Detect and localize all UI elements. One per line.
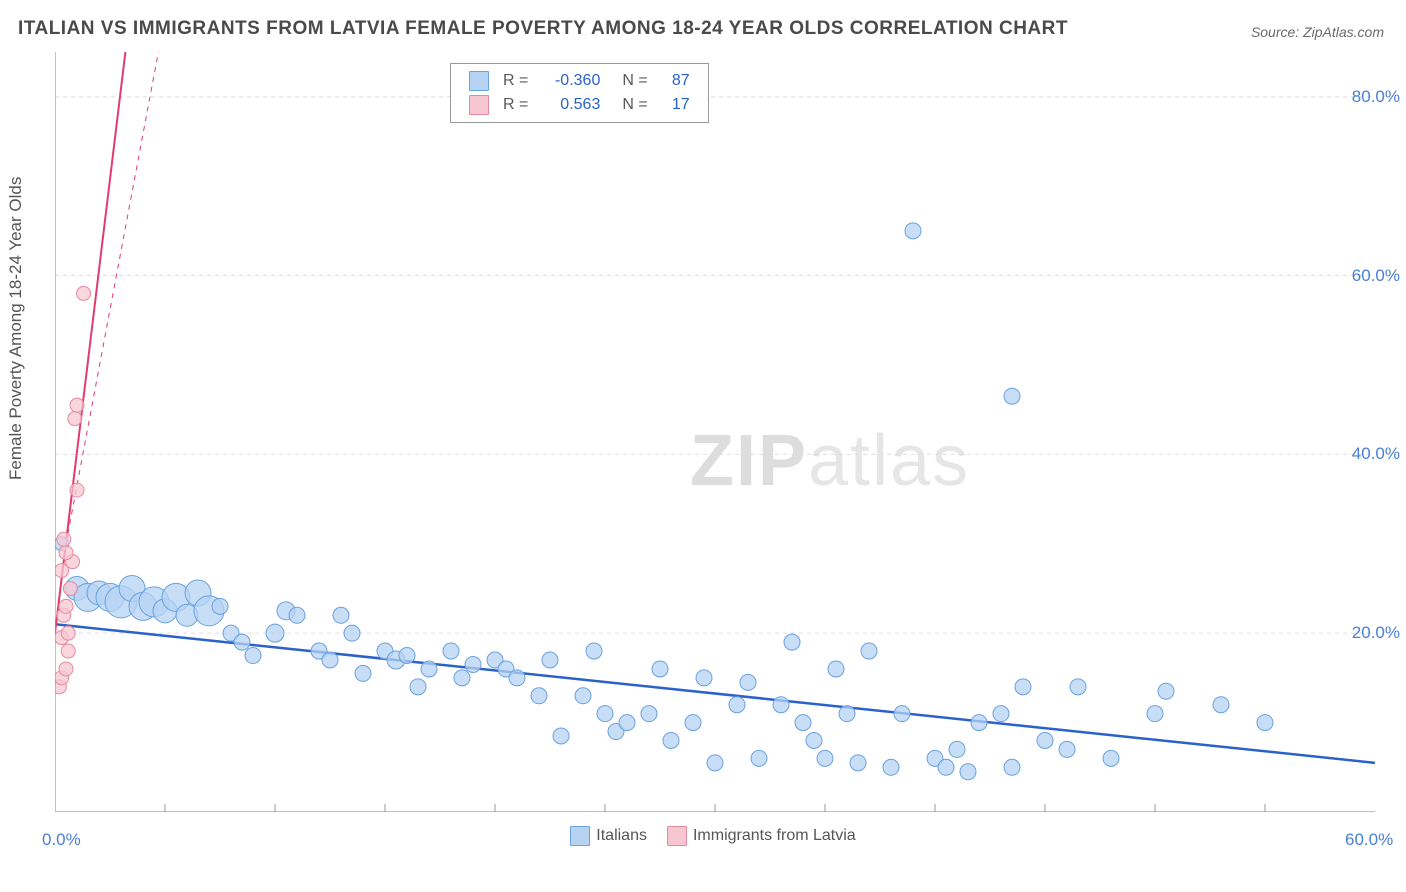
legend-swatch [667, 826, 687, 846]
legend-swatch [570, 826, 590, 846]
stats-legend: R = -0.360 N = 87 R = 0.563 N = 17 [450, 63, 709, 123]
y-tick-label: 20.0% [1352, 623, 1400, 643]
source-attribution: Source: ZipAtlas.com [1251, 24, 1384, 40]
y-tick-label: 40.0% [1352, 444, 1400, 464]
legend-label: Immigrants from Latvia [693, 827, 856, 844]
series-legend: Italians Immigrants from Latvia [0, 826, 1406, 846]
x-tick-min: 0.0% [42, 830, 81, 850]
y-tick-label: 60.0% [1352, 266, 1400, 286]
page-title: ITALIAN VS IMMIGRANTS FROM LATVIA FEMALE… [18, 18, 1068, 40]
legend-label: Italians [596, 827, 647, 844]
x-tick-max: 60.0% [1345, 830, 1393, 850]
y-tick-label: 80.0% [1352, 87, 1400, 107]
y-axis-label: Female Poverty Among 18-24 Year Olds [6, 177, 26, 480]
scatter-plot [55, 52, 1375, 812]
